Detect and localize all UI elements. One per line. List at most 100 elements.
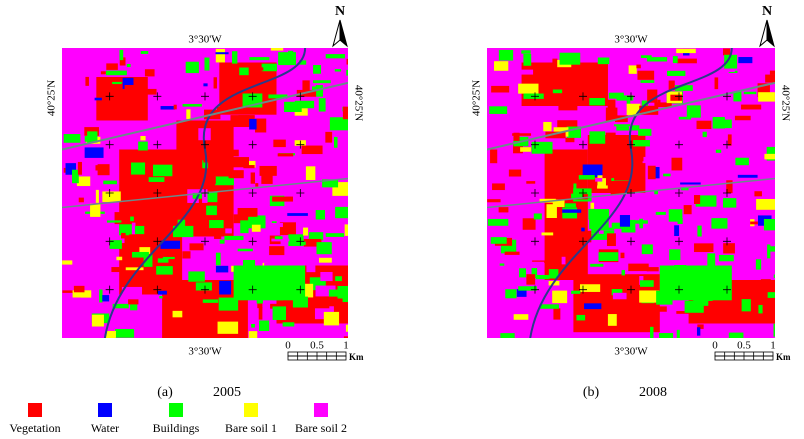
land-cover-patch [159,295,163,299]
land-cover-patch [162,256,175,260]
scale-tick-label: 0.5 [310,340,324,352]
land-cover-patch [605,132,616,145]
land-cover-patch [306,261,316,273]
land-cover-patch [723,243,735,254]
graticule-cross [675,140,683,149]
land-cover-patch [508,169,522,177]
graticule-cross [627,285,635,294]
land-cover-patch [274,236,283,240]
graticule-cross [105,140,114,149]
land-cover-patch [217,321,239,334]
land-cover-patch [611,289,623,296]
land-cover-patch [639,290,660,303]
land-cover-patch [95,189,99,203]
land-cover-patch [316,242,332,255]
land-cover-patch [604,186,617,191]
land-cover-patch [646,57,668,62]
land-cover-patch [769,68,775,75]
land-cover-patch [103,180,117,185]
land-cover-patch [643,306,660,314]
land-cover-patch [745,332,759,337]
land-cover-patch [762,306,770,320]
land-cover-patch [620,252,625,259]
land-cover-patch [105,330,116,338]
legend-swatch [314,403,328,417]
land-cover-patch [630,125,640,131]
land-cover-patch [261,170,273,184]
land-cover-patch [588,208,610,220]
land-cover-patch [223,245,232,250]
land-cover-patch [642,156,664,164]
graticule-cross [105,285,114,294]
land-cover-patch [552,58,558,70]
land-cover-patch [126,63,131,68]
graticule-cross [153,285,162,294]
land-cover-patch [641,244,653,255]
land-cover-patch [325,54,345,59]
land-cover-patch [516,289,527,297]
land-cover-patch [203,83,208,87]
land-cover-patch [78,197,84,203]
land-cover-patch [144,69,155,77]
land-cover-patch [657,99,661,105]
land-cover-patch [90,279,101,284]
land-cover-patch [202,299,219,303]
left-latitude: 40°25'N [46,80,58,116]
land-cover-patch [111,267,128,273]
land-cover-patch [650,326,654,338]
land-cover-patch [672,56,678,64]
land-cover-patch [726,180,733,194]
north-arrow [759,19,768,48]
land-cover-patch [131,222,136,236]
land-cover-patch [314,300,330,309]
land-cover-patch [580,230,592,243]
land-cover-patch [607,99,616,111]
land-cover-patch [240,220,249,234]
land-cover-patch [754,191,762,197]
land-cover-patch [745,314,766,320]
land-cover-patch [255,183,259,187]
land-cover-patch [229,157,250,168]
land-cover-patch [231,51,238,64]
graticule-cross [248,189,257,197]
land-cover-patch [292,296,308,308]
land-cover-patch [235,322,242,326]
land-cover-patch [160,240,181,249]
land-cover-patch [215,265,229,273]
land-cover-patch [541,232,554,236]
land-cover-patch [711,218,728,229]
land-cover-patch [233,214,249,224]
right-latitude: 40°25'N [352,85,364,121]
land-cover-patch [132,251,149,258]
caption-year: 2008 [639,385,667,400]
land-cover-patch [225,228,232,234]
land-cover-patch [204,57,210,71]
land-cover-patch [552,199,565,208]
land-cover-patch [654,102,672,108]
graticule-cross [105,237,114,246]
bottom-longitude: 3°30'W [188,346,222,358]
land-cover-patch [119,49,124,61]
scale-tick-label: 0.5 [737,340,751,352]
land-cover-patch [715,149,722,156]
land-cover-patch [499,263,505,266]
land-cover-patch [84,135,95,142]
land-cover-patch [676,329,680,338]
legend-swatch [98,403,112,417]
land-cover-patch [325,131,333,143]
land-cover-patch [725,67,735,73]
land-cover-patch [561,256,566,265]
land-cover-patch [106,220,122,223]
land-cover-patch [302,80,310,91]
land-cover-patch [277,153,294,157]
land-cover-patch [126,181,148,191]
land-cover-patch [195,282,212,291]
land-cover-patch [308,232,324,241]
land-cover-patch [257,302,263,309]
land-cover-patch [722,198,737,208]
land-cover-patch [639,154,644,162]
land-cover-patch [552,89,563,94]
graticule-cross [153,237,162,246]
land-cover-patch [242,212,254,215]
land-cover-patch [122,77,134,89]
